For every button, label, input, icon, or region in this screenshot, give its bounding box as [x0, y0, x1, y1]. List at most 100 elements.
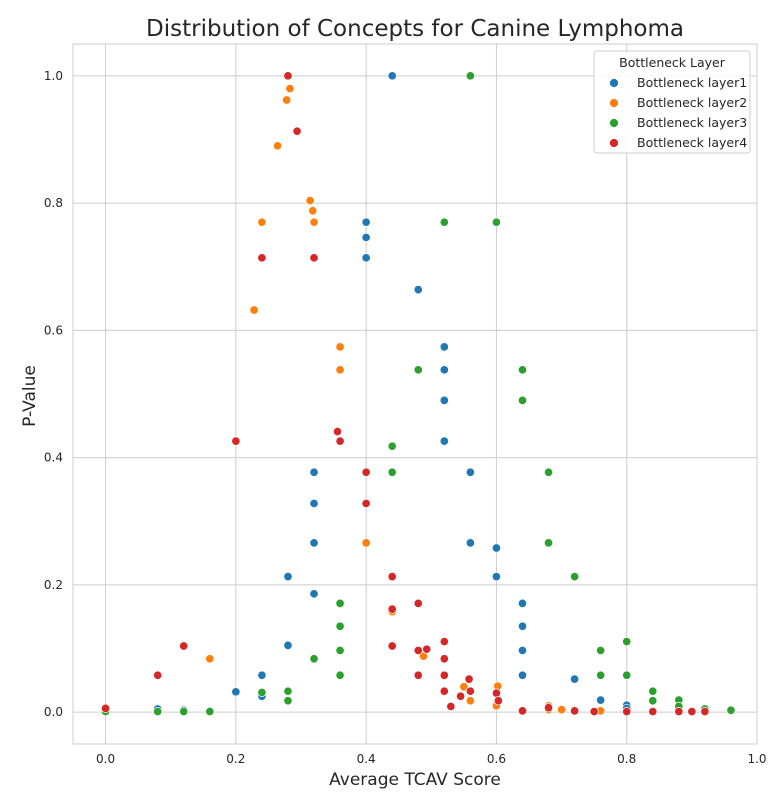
point-layer2 [308, 206, 318, 216]
point-layer3 [543, 467, 554, 477]
point-layer4 [179, 641, 189, 651]
point-layer4 [439, 654, 449, 664]
y-axis-ticks: 0.0 0.2 0.4 0.6 0.8 1.0 [44, 69, 63, 719]
point-layer3 [205, 706, 215, 717]
point-layer4 [361, 498, 371, 509]
point-layer3 [570, 572, 580, 582]
point-layer3 [439, 217, 449, 227]
point-layer3 [179, 706, 189, 717]
legend-label: Bottleneck layer2 [637, 95, 747, 110]
point-layer2 [285, 83, 295, 94]
point-layer2 [257, 217, 267, 227]
point-layer1 [257, 670, 267, 680]
point-layer3 [335, 670, 345, 680]
y-tick-label: 0.4 [44, 451, 63, 465]
x-tick-label: 0.0 [96, 752, 115, 766]
legend-label: Bottleneck layer3 [637, 115, 747, 130]
point-layer4 [413, 670, 423, 680]
point-layer4 [101, 703, 111, 713]
legend-marker [609, 118, 619, 128]
point-layer1 [517, 621, 528, 631]
point-layer2 [272, 141, 283, 151]
point-layer3 [517, 365, 528, 375]
point-layer1 [387, 71, 397, 81]
point-layer2 [361, 538, 371, 548]
point-layer1 [439, 395, 449, 405]
legend-label: Bottleneck layer4 [637, 135, 747, 150]
legend-marker [609, 78, 619, 88]
point-layer1 [517, 670, 528, 680]
point-layer4 [439, 636, 449, 647]
point-layer3 [517, 395, 528, 405]
point-layer2 [282, 95, 292, 105]
point-layer1 [439, 342, 449, 352]
point-layer1 [491, 543, 501, 553]
point-layer1 [491, 572, 501, 582]
point-layer2 [557, 705, 567, 715]
point-layer3 [413, 365, 423, 375]
point-layer1 [570, 674, 580, 684]
x-tick-label: 1.0 [747, 752, 766, 766]
point-layer3 [153, 706, 163, 717]
point-layer2 [465, 696, 475, 706]
point-layer1 [361, 217, 371, 227]
point-layer1 [439, 436, 449, 446]
point-layer4 [456, 691, 466, 701]
point-layer1 [309, 538, 319, 548]
point-layer3 [465, 71, 475, 81]
point-layer4 [387, 604, 397, 614]
x-axis-label: Average TCAV Score [329, 770, 501, 790]
point-layer2 [305, 195, 315, 206]
point-layer4 [413, 598, 423, 608]
point-layer1 [596, 695, 606, 705]
point-layer4 [493, 696, 503, 706]
point-layer4 [464, 674, 474, 684]
point-layer3 [387, 467, 397, 477]
point-layer3 [596, 670, 606, 680]
y-tick-label: 0.2 [44, 578, 63, 592]
point-layer3 [335, 598, 345, 608]
point-layer1 [283, 640, 293, 650]
point-layer4 [332, 426, 343, 437]
point-layer4 [439, 670, 449, 680]
point-layer4 [231, 436, 241, 446]
point-layer4 [387, 572, 397, 582]
point-layer1 [283, 572, 293, 582]
point-layer2 [309, 217, 319, 227]
x-axis-ticks: 0.0 0.2 0.4 0.6 0.8 1.0 [96, 752, 767, 766]
point-layer3 [283, 696, 293, 706]
point-layer3 [596, 645, 606, 656]
y-axis-label: P-Value [20, 365, 40, 427]
point-layer2 [249, 305, 259, 315]
y-tick-label: 1.0 [44, 69, 63, 83]
y-tick-label: 0.0 [44, 705, 63, 719]
legend-label: Bottleneck layer1 [637, 75, 747, 90]
point-layer3 [335, 645, 345, 656]
point-layer1 [309, 589, 319, 599]
point-layer1 [413, 285, 423, 295]
point-layer4 [422, 644, 432, 654]
point-layer1 [517, 598, 528, 608]
point-layer3 [387, 441, 397, 451]
point-layer4 [543, 703, 554, 713]
point-layer4 [283, 71, 293, 81]
point-layer4 [309, 253, 319, 263]
point-layer2 [335, 365, 345, 375]
point-layer3 [622, 670, 632, 680]
point-layer3 [648, 696, 658, 706]
point-layer2 [205, 654, 215, 664]
point-layer4 [700, 706, 710, 717]
point-layer3 [309, 654, 319, 664]
point-layer4 [439, 686, 449, 696]
legend-marker [609, 98, 619, 108]
point-layer1 [517, 645, 528, 656]
legend-box [593, 50, 751, 154]
point-layer4 [648, 706, 658, 717]
point-layer3 [283, 686, 293, 696]
grid-lines [73, 44, 758, 744]
point-layer4 [361, 467, 371, 477]
point-layer1 [361, 253, 371, 263]
point-layer4 [387, 641, 397, 651]
point-layer2 [335, 342, 345, 352]
